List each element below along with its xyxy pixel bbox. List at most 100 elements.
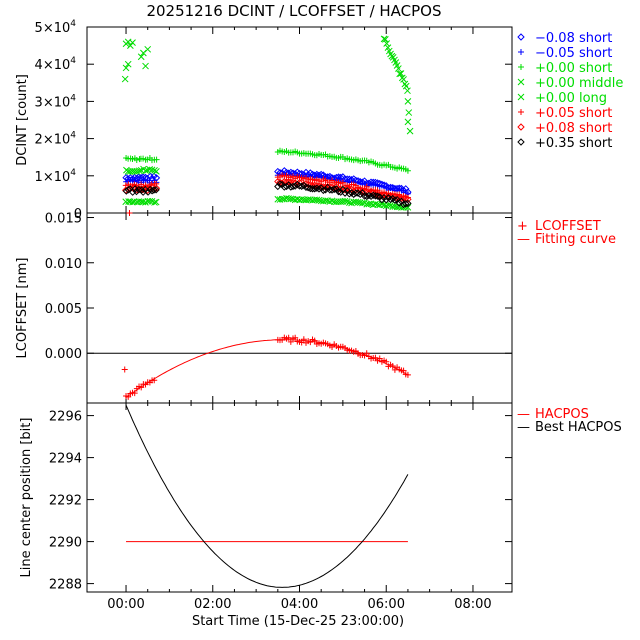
legend-marker: + bbox=[517, 219, 528, 234]
data-point bbox=[406, 127, 414, 135]
legend-label: +0.35 short bbox=[535, 136, 612, 151]
y-axis-label: DCINT [count] bbox=[15, 74, 30, 166]
fit-curve bbox=[125, 339, 409, 398]
data-point bbox=[292, 334, 299, 341]
y-tick-label: 0.010 bbox=[45, 257, 82, 272]
y-axis-label: Line center position [bit] bbox=[19, 418, 34, 578]
legend-label: HACPOS bbox=[535, 407, 589, 422]
data-point bbox=[148, 166, 156, 174]
data-point bbox=[404, 167, 411, 174]
data-point bbox=[345, 190, 354, 198]
data-point bbox=[391, 196, 399, 204]
legend-label: LCOFFSET bbox=[535, 219, 601, 234]
data-point bbox=[133, 157, 140, 164]
legend-label: −0.05 short bbox=[535, 46, 612, 61]
y-tick-label: 0 bbox=[74, 207, 82, 222]
y-tick-label: 2290 bbox=[49, 536, 82, 551]
data-point bbox=[151, 166, 158, 174]
data-point bbox=[121, 366, 128, 373]
legend-marker bbox=[517, 33, 525, 41]
data-point bbox=[300, 336, 307, 343]
data-point bbox=[363, 350, 370, 357]
dcint-panel: DCINT [count] 0 1×104 2×104 3×104 4×104 5×104 −… bbox=[15, 19, 623, 222]
data-point bbox=[336, 188, 345, 196]
data-point bbox=[138, 384, 145, 391]
data-point bbox=[371, 192, 380, 200]
data-point bbox=[282, 182, 291, 191]
data-point bbox=[131, 390, 138, 397]
legend-label: +0.05 short bbox=[535, 106, 612, 121]
data-point bbox=[404, 118, 412, 126]
legend-label: Best HACPOS bbox=[535, 420, 622, 435]
data-point bbox=[315, 185, 323, 193]
data-point bbox=[402, 82, 410, 90]
data-point bbox=[287, 338, 294, 345]
data-point bbox=[150, 186, 158, 194]
data-point bbox=[404, 199, 412, 208]
data-point bbox=[311, 337, 318, 344]
data-point bbox=[127, 42, 134, 49]
data-point bbox=[143, 186, 152, 195]
data-point bbox=[276, 180, 284, 188]
y-tick-label: 2292 bbox=[49, 494, 82, 509]
data-point bbox=[153, 168, 160, 175]
data-point bbox=[129, 39, 136, 46]
x-tick-label: 06:00 bbox=[368, 597, 405, 612]
legend-marker: — bbox=[517, 407, 530, 422]
data-point bbox=[285, 334, 292, 341]
y-tick-label: 5×104 bbox=[35, 19, 77, 36]
data-point bbox=[135, 167, 143, 175]
legend-label: +0.08 short bbox=[535, 121, 612, 136]
data-point bbox=[148, 187, 156, 195]
y-tick-label: 0.000 bbox=[45, 347, 82, 362]
data-point bbox=[121, 75, 129, 83]
legend-marker bbox=[518, 64, 524, 70]
data-point bbox=[400, 76, 407, 83]
y-tick-label: 0.015 bbox=[45, 212, 82, 227]
data-point bbox=[404, 98, 412, 105]
data-point bbox=[389, 363, 396, 370]
chart-title: 20251216 DCINT / LCOFFSET / HACPOS bbox=[146, 2, 441, 20]
x-tick-label: 04:00 bbox=[281, 597, 318, 612]
data-point bbox=[137, 53, 145, 61]
hacpos-panel: 00:00 02:00 04:00 06:00 08:00 Line center pos… bbox=[19, 402, 622, 612]
y-tick-label: 2×104 bbox=[35, 131, 77, 148]
data-point bbox=[151, 199, 158, 206]
data-point bbox=[144, 45, 152, 53]
data-point bbox=[395, 65, 402, 72]
legend-label: Fitting curve bbox=[535, 232, 616, 247]
data-point bbox=[356, 190, 364, 199]
y-tick-label: 2296 bbox=[49, 410, 82, 425]
x-tick-label: 02:00 bbox=[194, 597, 231, 612]
data-point bbox=[330, 185, 338, 194]
legend-marker bbox=[517, 138, 525, 146]
data-point bbox=[404, 87, 411, 95]
data-point bbox=[380, 191, 388, 199]
data-point bbox=[152, 198, 160, 206]
data-point bbox=[144, 156, 151, 163]
legend-marker: — bbox=[517, 420, 530, 435]
x-tick-label: 00:00 bbox=[107, 597, 144, 612]
legend-marker bbox=[517, 93, 525, 101]
data-point bbox=[284, 178, 293, 186]
y-tick-label: 1×104 bbox=[35, 168, 77, 185]
data-point bbox=[376, 355, 383, 362]
data-point bbox=[395, 199, 403, 207]
data-point bbox=[124, 60, 132, 68]
data-point bbox=[341, 189, 349, 197]
data-point bbox=[383, 358, 390, 365]
x-tick-label: 08:00 bbox=[454, 597, 491, 612]
best-hacpos-curve bbox=[125, 404, 409, 588]
y-tick-label: 2288 bbox=[49, 578, 82, 593]
data-point bbox=[328, 197, 336, 205]
data-point bbox=[380, 35, 388, 43]
data-point bbox=[142, 62, 149, 70]
data-point bbox=[396, 70, 404, 78]
legend-label: +0.00 middle bbox=[535, 76, 623, 91]
legend-label: −0.08 short bbox=[535, 31, 612, 46]
data-point bbox=[384, 44, 392, 51]
legend-label: +0.00 long bbox=[535, 91, 607, 106]
data-point bbox=[341, 197, 349, 205]
data-point bbox=[153, 156, 160, 163]
